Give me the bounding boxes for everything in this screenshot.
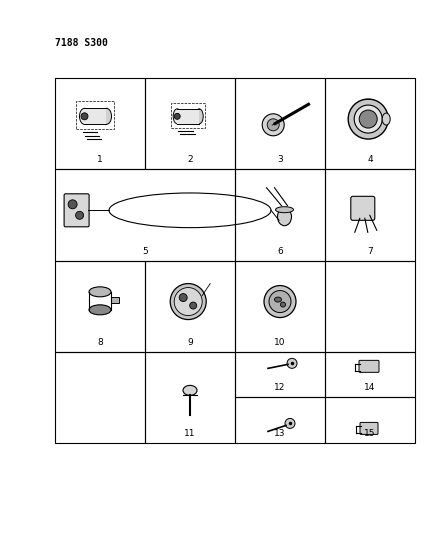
Text: 6: 6 [276,246,282,255]
Bar [55,261,145,352]
FancyBboxPatch shape [359,422,377,434]
Circle shape [262,114,284,136]
Text: 4: 4 [366,155,372,164]
Circle shape [174,288,202,316]
Text: 7: 7 [366,246,372,255]
Circle shape [358,110,376,128]
Bar [324,398,414,443]
Circle shape [354,105,381,133]
Text: 10: 10 [273,338,285,347]
Text: 8: 8 [97,338,103,347]
Circle shape [75,211,83,219]
Ellipse shape [275,207,293,213]
Text: 13: 13 [273,429,285,438]
Bar [55,169,234,261]
Circle shape [286,358,296,368]
Text: 3: 3 [276,155,282,164]
FancyBboxPatch shape [64,194,89,227]
Ellipse shape [280,302,285,307]
Bar [76,101,114,130]
FancyBboxPatch shape [358,360,378,373]
Circle shape [81,113,88,120]
Ellipse shape [195,109,203,124]
Bar [234,78,324,169]
Ellipse shape [79,108,89,124]
Text: 15: 15 [363,429,375,438]
Text: 11: 11 [184,429,195,438]
Text: 2: 2 [187,155,193,164]
Bar [234,398,324,443]
Ellipse shape [274,297,281,302]
Bar [84,108,106,124]
Ellipse shape [381,113,389,125]
Circle shape [189,302,196,309]
Circle shape [170,284,206,320]
Polygon shape [111,297,119,303]
Bar [145,78,234,169]
Text: 9: 9 [187,338,193,347]
Ellipse shape [183,385,196,395]
Ellipse shape [173,109,181,124]
Circle shape [174,114,180,119]
Ellipse shape [277,208,291,225]
FancyBboxPatch shape [350,196,374,220]
Bar [324,78,414,169]
Circle shape [68,200,77,209]
Circle shape [263,286,295,318]
Bar [324,261,414,352]
Ellipse shape [89,287,111,297]
Bar [234,352,324,398]
Text: 5: 5 [142,246,147,255]
Bar [234,261,324,352]
Circle shape [284,418,294,429]
Bar [171,103,205,128]
Circle shape [347,99,387,139]
Bar [234,169,324,261]
Text: 1: 1 [97,155,103,164]
Circle shape [267,119,279,131]
Circle shape [268,290,290,312]
Text: 14: 14 [363,383,375,392]
Text: 12: 12 [273,383,285,392]
Bar [145,352,234,443]
Bar [55,352,145,443]
Bar [145,261,234,352]
Ellipse shape [89,305,111,315]
Bar [177,109,199,124]
Bar [324,169,414,261]
Ellipse shape [101,108,111,124]
Text: 7188 S300: 7188 S300 [55,38,108,48]
Circle shape [179,294,187,302]
Bar [324,352,414,398]
Bar [55,78,145,169]
